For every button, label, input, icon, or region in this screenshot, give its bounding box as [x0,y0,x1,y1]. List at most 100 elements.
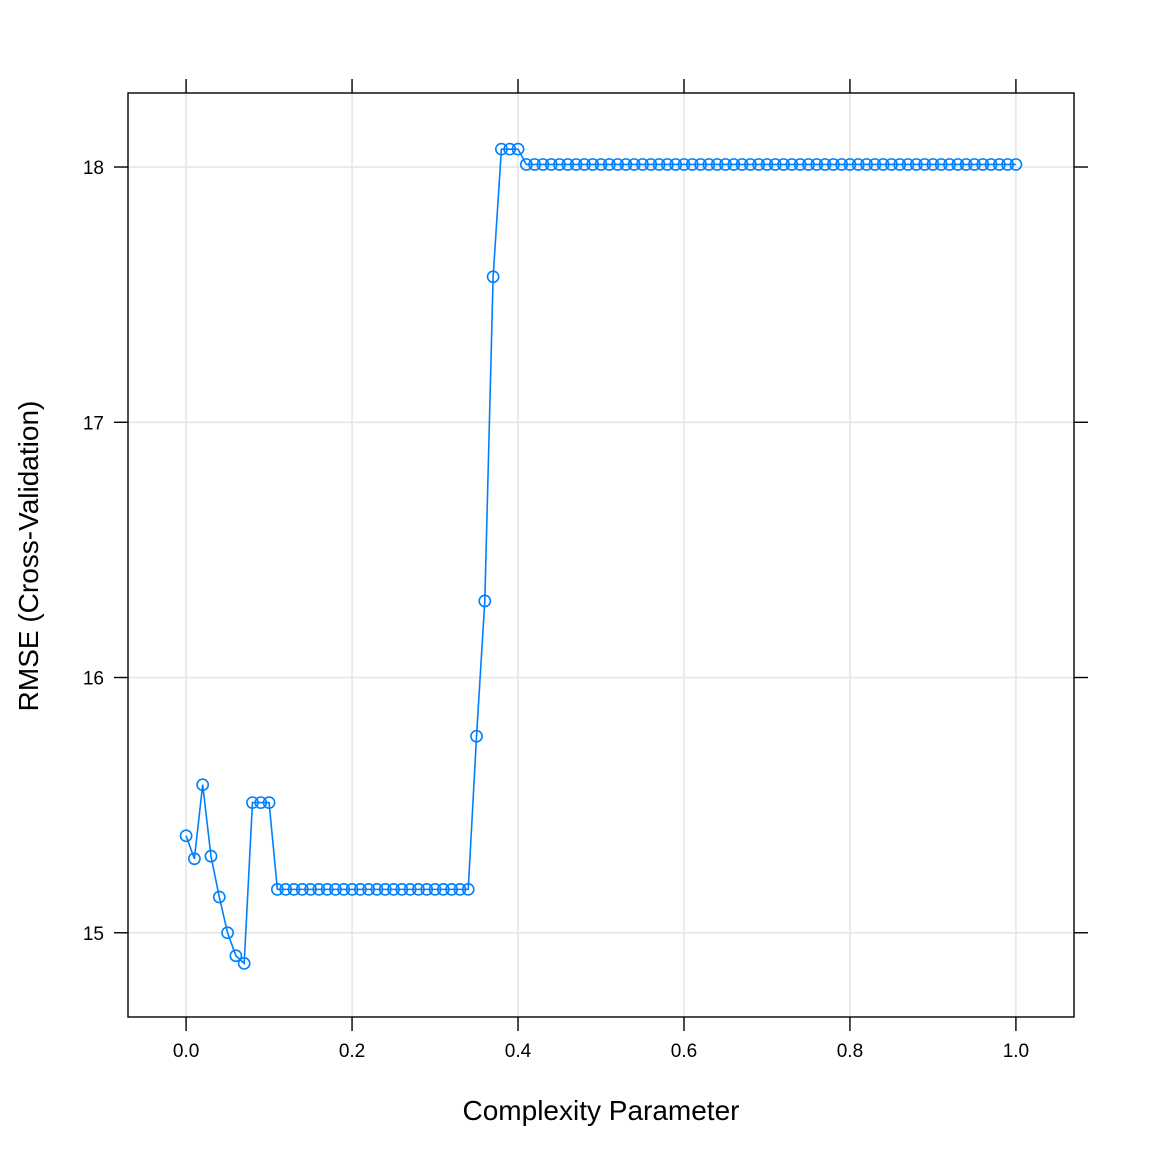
data-point [345,882,359,896]
data-point [777,158,790,171]
data-point [362,882,376,896]
data-point [370,882,384,896]
data-point [387,882,400,896]
data-point [246,796,259,809]
data-point [785,158,799,171]
data-point [536,158,550,171]
data-point [212,890,226,904]
x-tick-label: 0.6 [671,1041,697,1062]
data-point [478,594,492,608]
data-point [893,158,907,171]
data-point [943,158,956,171]
data-point [578,158,591,171]
data-points-layer [179,142,1023,970]
data-point [196,778,210,792]
data-point [636,158,649,171]
data-point [254,796,268,809]
data-point [702,158,716,171]
data-point [312,882,326,896]
data-point [187,852,201,866]
data-point [959,158,973,171]
data-point [1001,158,1015,171]
data-point [926,158,940,171]
data-point [710,158,724,171]
data-point [229,949,243,963]
data-point [486,270,500,284]
data-point [279,882,293,896]
data-point [860,158,873,171]
data-point [453,882,467,896]
data-point [353,882,367,896]
data-point [685,158,699,171]
x-tick-label: 1.0 [1003,1041,1029,1062]
data-point [420,882,434,896]
data-point [901,158,915,171]
data-point [470,729,483,743]
data-point [519,158,533,171]
data-point [743,158,757,171]
data-point [868,158,882,171]
data-point [320,882,334,896]
data-point [802,158,815,171]
data-point [262,796,276,809]
data-point [909,158,923,171]
data-point [727,158,741,171]
y-axis-title: RMSE (Cross-Validation) [13,401,44,712]
data-point [436,882,450,896]
y-tick-label: 17 [83,413,104,434]
data-point [843,158,857,171]
data-point [735,158,749,171]
data-point [644,158,658,171]
data-point [611,158,624,171]
data-point [204,849,218,863]
data-point [270,882,284,896]
x-tick-label: 0.2 [339,1041,365,1062]
data-point [984,158,998,171]
data-point [495,142,508,156]
data-point [511,142,525,156]
x-tick-label: 0.4 [505,1041,532,1062]
tick-labels: 0.0 0.2 0.4 0.6 0.8 1.0 15 16 17 18 [83,158,1029,1062]
data-point [760,158,774,171]
data-point [337,882,351,896]
data-point [951,158,965,171]
data-point [669,158,683,171]
y-tick-label: 16 [83,669,104,690]
y-tick-label: 15 [83,924,104,945]
data-point [851,158,865,171]
data-point [660,158,674,171]
data-point [403,882,417,896]
data-point [602,158,616,171]
data-point [179,829,193,843]
data-point [304,882,317,896]
data-point [503,142,517,156]
data-point [528,158,542,171]
data-point [594,158,608,171]
y-tick-label: 18 [83,158,104,179]
data-point [752,158,766,171]
data-point [818,158,832,171]
data-point [569,158,583,171]
data-point [810,158,824,171]
data-point [237,957,251,970]
data-point [619,158,633,171]
data-point [378,882,392,896]
data-point [428,882,442,896]
data-point [719,158,732,171]
data-point [295,882,309,896]
series-line [185,148,1016,966]
data-point [694,158,707,171]
x-axis-title: Complexity Parameter [463,1095,740,1126]
data-point [968,158,981,171]
data-point [677,158,691,171]
data-point [544,158,558,171]
data-point [586,158,600,171]
data-point [835,158,849,171]
data-point [768,158,782,171]
data-point [627,158,641,171]
data-point [412,882,425,896]
series-line-layer [185,148,1016,966]
data-point [395,882,409,896]
